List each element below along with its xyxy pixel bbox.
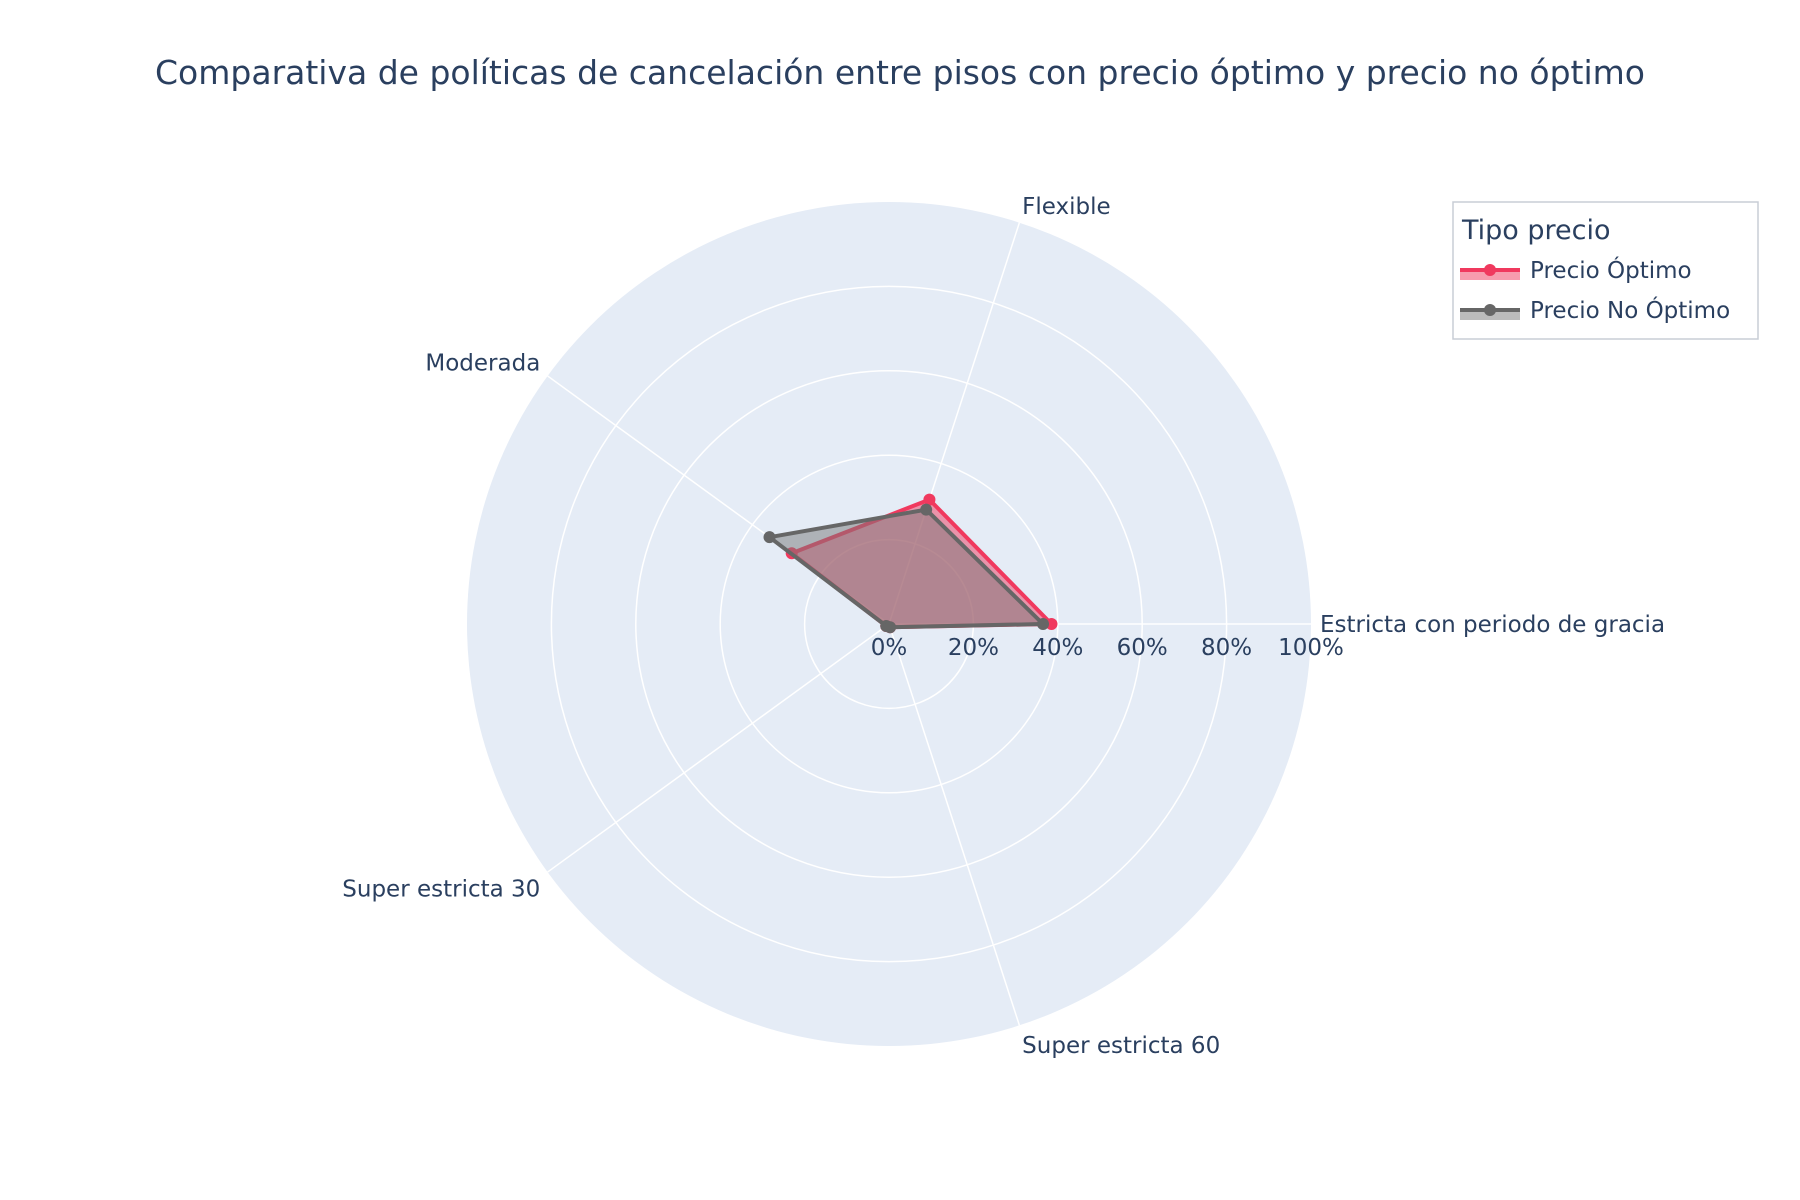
- data-point: [1037, 618, 1050, 630]
- radial-tick-label: 100%: [1278, 635, 1344, 661]
- radial-tick-label: 40%: [1032, 635, 1083, 661]
- data-point: [1045, 618, 1058, 630]
- legend-title: Tipo precio: [1461, 215, 1611, 246]
- category-label: Super estricta 30: [342, 876, 540, 902]
- series-2: [763, 503, 1050, 634]
- legend-items: Precio Óptimo Precio No Óptimo: [1460, 256, 1730, 324]
- series-line: [767, 507, 1045, 630]
- radial-tick-label: 60%: [1117, 635, 1168, 661]
- category-label: Estricta con periodo de gracia: [1320, 612, 1665, 638]
- category-label: Moderada: [425, 351, 540, 377]
- data-point: [763, 531, 776, 544]
- legend-label: Precio Óptimo: [1530, 256, 1692, 284]
- legend: Tipo precio Precio Óptimo Precio No Óptim…: [1452, 201, 1759, 340]
- series-layer: [763, 493, 1058, 634]
- legend-label: Precio No Óptimo: [1530, 296, 1730, 324]
- data-point: [920, 503, 933, 516]
- chart-title: Comparativa de políticas de cancelación …: [155, 53, 1645, 92]
- legend-marker: [1484, 264, 1496, 276]
- angular-gridline: [547, 623, 890, 873]
- series-area: [769, 509, 1043, 628]
- radial-tick-label: 0%: [871, 635, 908, 661]
- data-point: [884, 621, 897, 634]
- legend-item[interactable]: Precio Óptimo: [1460, 256, 1692, 284]
- category-labels: Estricta con periodo de gracia Flexible Mo…: [342, 194, 1665, 1059]
- category-label: Super estricta 60: [1022, 1033, 1220, 1059]
- angular-gridline: [888, 623, 1021, 1026]
- radial-tick-labels: 0% 20% 40% 60% 80% 100%: [871, 635, 1344, 661]
- radial-tick-label: 80%: [1201, 635, 1252, 661]
- legend-item[interactable]: Precio No Óptimo: [1460, 296, 1730, 324]
- category-label: Flexible: [1022, 194, 1111, 220]
- data-point: [923, 493, 936, 506]
- legend-marker: [1484, 304, 1496, 316]
- radial-tick-label: 20%: [948, 635, 999, 661]
